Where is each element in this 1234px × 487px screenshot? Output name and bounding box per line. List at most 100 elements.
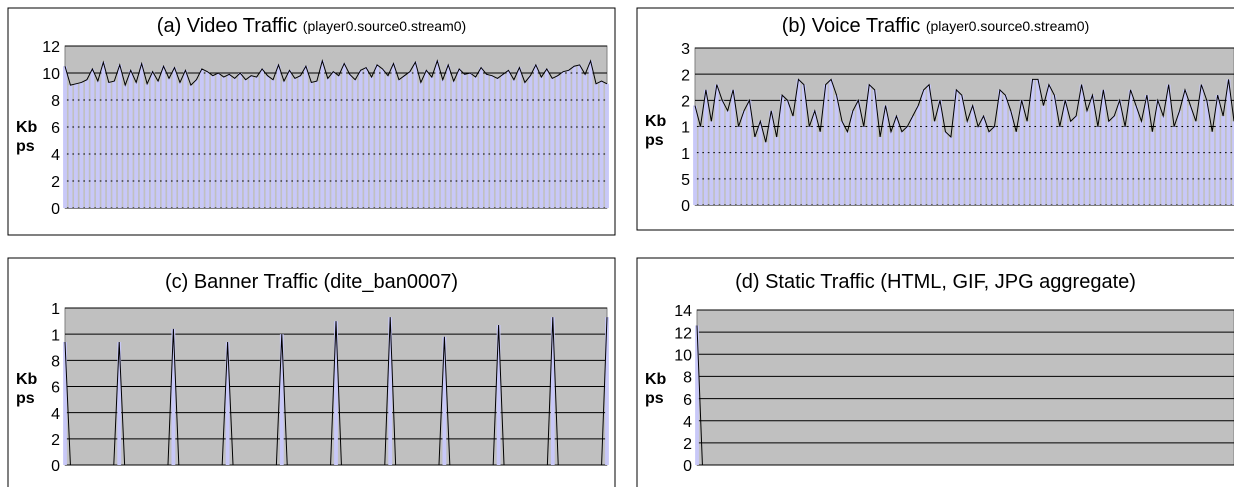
y-tick-label: 0 [681, 198, 690, 215]
title-main: (a) Video Traffic [157, 15, 297, 37]
bar [473, 77, 478, 208]
bar [101, 62, 106, 209]
bar [238, 73, 243, 208]
bar [227, 74, 232, 208]
bar [271, 79, 275, 208]
bar [63, 342, 67, 465]
bar [442, 336, 447, 465]
subtitle: (player0.source0.stream0) [303, 18, 466, 34]
series-line [694, 78, 1234, 143]
y-tick-label: 0 [51, 458, 60, 475]
bar [512, 79, 516, 208]
bar [731, 89, 736, 205]
bar [566, 70, 571, 208]
y-tick-label: 2 [681, 67, 690, 84]
bar [840, 121, 844, 205]
bar [407, 71, 412, 209]
bar [550, 78, 555, 209]
bar [807, 126, 812, 205]
bar [714, 84, 719, 205]
bar [161, 66, 166, 208]
bar [334, 321, 338, 465]
bar [216, 73, 221, 208]
bar [117, 342, 122, 465]
title-main: (b) Voice Traffic [782, 15, 921, 37]
series-line [64, 317, 608, 466]
bar [588, 60, 593, 208]
bar [801, 84, 806, 205]
y-tick-label: 6 [51, 120, 60, 137]
bar [501, 74, 505, 208]
y-tick-label: 1 [51, 301, 60, 318]
bar [976, 126, 981, 205]
bar [336, 75, 341, 208]
bar [725, 110, 730, 205]
bar [948, 136, 953, 205]
bar [1188, 105, 1193, 205]
bar [402, 75, 407, 208]
bar [1172, 126, 1177, 205]
bar [309, 82, 314, 208]
y-tick-label: 1 [51, 327, 60, 344]
y-tick-label: 6 [51, 380, 60, 397]
bar [796, 79, 801, 205]
bar [435, 60, 440, 208]
bar [112, 81, 117, 208]
bar [386, 75, 390, 208]
bar [894, 116, 899, 205]
bar [889, 131, 893, 205]
bar [1079, 84, 1084, 205]
bar [1232, 121, 1234, 205]
bar [320, 60, 325, 208]
series-line [64, 59, 608, 87]
bar [1036, 79, 1040, 205]
bar [1085, 110, 1089, 205]
bar [791, 116, 795, 205]
y-tick-label: 8 [51, 354, 60, 371]
bar [1128, 89, 1133, 205]
bar [495, 78, 500, 209]
bar [293, 78, 297, 209]
bar [265, 75, 270, 208]
y-tick-label: 6 [683, 392, 692, 409]
bar [287, 70, 292, 208]
bar [517, 67, 522, 208]
bar [446, 64, 451, 209]
bar [910, 116, 915, 205]
bar [451, 81, 456, 208]
bar [693, 105, 697, 205]
bar [981, 116, 986, 205]
bar [63, 66, 67, 208]
bar [1030, 79, 1035, 205]
bar [156, 81, 160, 208]
bar [938, 100, 942, 205]
bar [303, 66, 308, 208]
bar [785, 100, 790, 205]
y-tick-label: 14 [674, 303, 692, 320]
bar [544, 68, 549, 208]
bar [780, 95, 785, 205]
bar [997, 89, 1002, 205]
subtitle: (player0.source0.stream0) [926, 18, 1089, 34]
bar [695, 325, 699, 465]
bar [369, 77, 374, 208]
bar [276, 64, 281, 209]
bar [927, 84, 932, 205]
y-axis-label: Kbps [645, 371, 667, 407]
bar [1052, 95, 1057, 205]
y-tick-label: 4 [51, 406, 60, 423]
bar [424, 70, 429, 208]
bar [210, 75, 215, 208]
bar [199, 68, 204, 208]
bar [462, 74, 467, 208]
bar [397, 79, 401, 208]
bar [1215, 95, 1220, 205]
y-axis-label: Kbps [16, 119, 38, 155]
y-tick-label: 2 [51, 174, 60, 191]
bar [703, 89, 708, 205]
bar [68, 85, 73, 208]
bar [205, 71, 210, 209]
bar [128, 70, 133, 208]
bar [599, 81, 604, 208]
